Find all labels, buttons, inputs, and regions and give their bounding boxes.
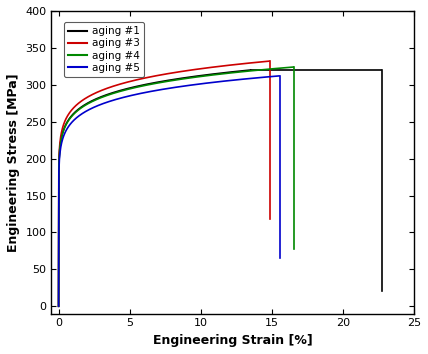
Y-axis label: Engineering Stress [MPa]: Engineering Stress [MPa] — [7, 73, 20, 252]
X-axis label: Engineering Strain [%]: Engineering Strain [%] — [153, 334, 312, 347]
Legend: aging #1, aging #3, aging #4, aging #5: aging #1, aging #3, aging #4, aging #5 — [64, 22, 144, 77]
